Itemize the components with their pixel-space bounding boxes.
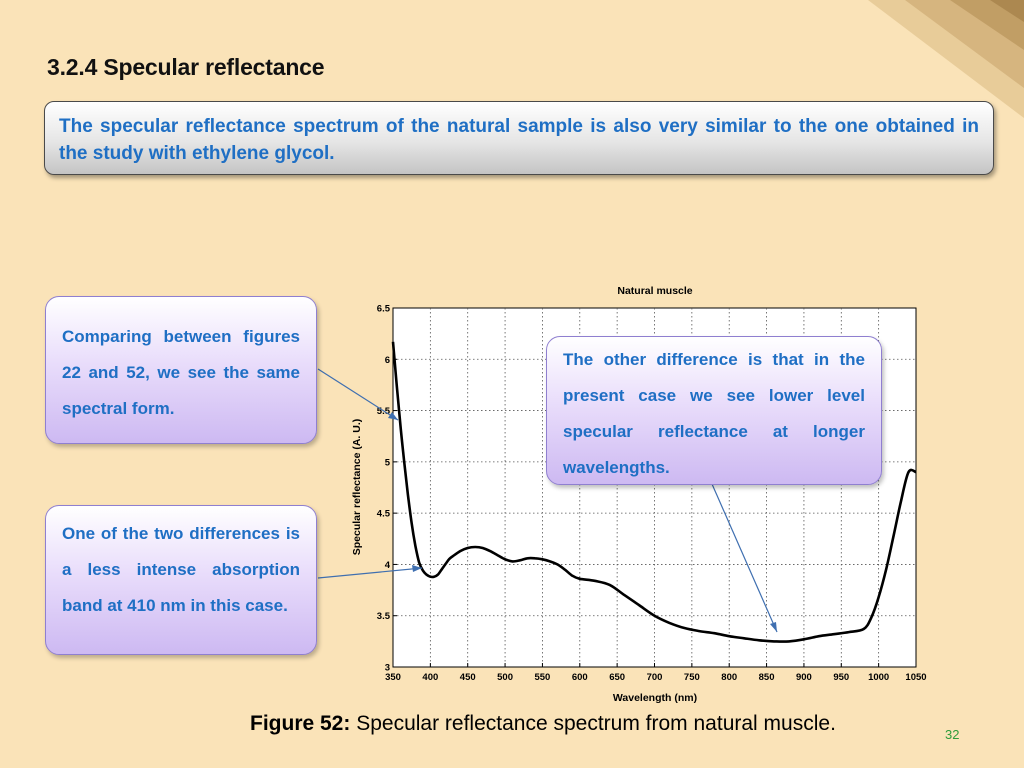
x-tick-label: 550 <box>534 672 550 683</box>
arrow-head-2 <box>412 565 422 572</box>
arrow-line-1 <box>317 368 399 421</box>
x-tick-label: 900 <box>796 672 812 683</box>
figure-caption: Figure 52: Specular reflectance spectrum… <box>250 712 836 736</box>
intro-text-box: The specular reflectance spectrum of the… <box>44 101 994 175</box>
caption-text: Specular reflectance spectrum from natur… <box>356 712 836 735</box>
section-title: 3.2.4 Specular reflectance <box>47 54 325 80</box>
y-tick-label: 3 <box>385 663 390 674</box>
x-tick-label: 350 <box>385 672 401 683</box>
x-tick-label: 600 <box>572 672 588 683</box>
x-axis-label: Wavelength (nm) <box>613 692 697 704</box>
x-tick-label: 1000 <box>868 672 889 683</box>
y-tick-label: 4.5 <box>377 509 391 520</box>
x-tick-label: 500 <box>497 672 513 683</box>
callout-arrows <box>317 368 778 633</box>
arrow-head-3 <box>770 622 777 632</box>
y-axis-label: Specular reflectance (A. U.) <box>351 419 363 556</box>
y-tick-label: 6.5 <box>377 304 391 315</box>
y-tick-label: 3.5 <box>377 611 391 622</box>
x-tick-label: 850 <box>759 672 775 683</box>
arrow-line-3 <box>711 483 778 633</box>
chart-title: Natural muscle <box>617 285 692 297</box>
x-tick-label: 1050 <box>905 672 926 683</box>
callout-lower-reflectance: The other difference is that in the pres… <box>546 336 882 485</box>
x-tick-label: 750 <box>684 672 700 683</box>
x-tick-label: 650 <box>609 672 625 683</box>
callout-comparison: Comparing between figures 22 and 52, we … <box>45 296 317 444</box>
arrow-line-2 <box>317 567 423 579</box>
x-tick-label: 700 <box>647 672 663 683</box>
y-tick-label: 4 <box>385 560 391 571</box>
x-tick-label: 800 <box>721 672 737 683</box>
y-tick-label: 5 <box>385 457 391 468</box>
axis-ticks: 350 400 450 500 550 600 650 700 750 800 850 900 950 1… <box>377 304 927 684</box>
x-tick-label: 400 <box>422 672 438 683</box>
x-tick-label: 450 <box>460 672 476 683</box>
caption-label: Figure 52: <box>250 712 351 735</box>
arrow-head-1 <box>388 412 398 420</box>
series-line <box>391 341 917 643</box>
x-tick-label: 950 <box>833 672 849 683</box>
callout-absorption-band: One of the two differences is a less int… <box>45 505 317 655</box>
page-number: 32 <box>945 727 960 742</box>
y-tick-label: 6 <box>385 355 390 366</box>
